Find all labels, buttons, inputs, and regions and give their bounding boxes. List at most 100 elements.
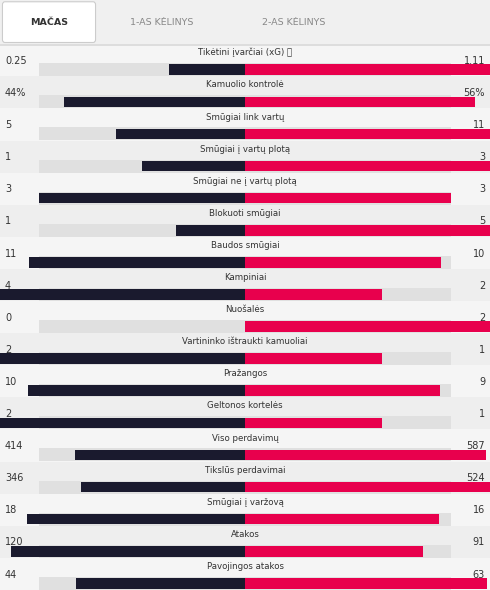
Bar [39,192,451,205]
Text: 3: 3 [479,152,485,162]
Bar [0,430,490,461]
Bar [245,353,382,364]
Bar [245,64,490,75]
Bar [39,448,451,461]
Text: Viso perdavimų: Viso perdavimų [212,434,278,442]
Bar [39,577,451,590]
Bar [75,450,245,460]
Text: 44%: 44% [5,88,26,98]
Text: 1-AS KĖLINYS: 1-AS KĖLINYS [130,18,194,27]
Bar [39,384,451,397]
Bar [245,385,440,396]
Bar [245,578,488,589]
Bar [39,224,451,237]
Text: 414: 414 [5,441,23,451]
Bar [0,289,245,300]
Text: Kampiniai: Kampiniai [224,273,266,282]
Text: 524: 524 [466,473,485,483]
Bar [11,546,245,556]
Text: 63: 63 [473,569,485,579]
Text: Smūgiai link vartų: Smūgiai link vartų [206,113,284,122]
Bar [176,225,245,235]
Bar [245,225,490,235]
Bar [245,257,441,268]
Bar [39,513,451,526]
Text: 4: 4 [5,281,11,291]
Text: Tikslūs perdavimai: Tikslūs perdavimai [205,466,285,475]
Bar [245,450,487,460]
Bar [0,526,490,558]
Bar [245,129,490,139]
Bar [245,418,382,428]
Text: 1.11: 1.11 [464,56,485,66]
Text: 1: 1 [479,409,485,419]
Bar [39,256,451,269]
Bar [39,481,451,494]
Text: 9: 9 [479,377,485,387]
Bar [81,482,245,493]
Bar [39,159,451,172]
Bar [76,578,245,589]
Bar [0,418,245,428]
Bar [39,320,451,333]
Text: Smūgiai į vartų plotą: Smūgiai į vartų plotą [200,145,290,153]
Bar [0,173,490,205]
Text: Blokuoti smūgiai: Blokuoti smūgiai [209,209,281,218]
Text: 10: 10 [473,248,485,258]
Text: 16: 16 [473,505,485,515]
Text: 2: 2 [5,409,11,419]
Text: Kamuolio kontrolė: Kamuolio kontrolė [206,80,284,90]
Bar [0,205,490,237]
Text: 11: 11 [473,120,485,130]
Bar [245,97,475,107]
Bar [0,494,490,526]
Bar [0,398,490,430]
Text: 120: 120 [5,537,24,548]
Text: 3: 3 [479,184,485,194]
Bar [142,160,245,171]
Bar [0,109,490,140]
Bar [0,0,490,44]
Bar [245,546,422,556]
Bar [29,257,245,268]
Bar [39,352,451,365]
Text: 2: 2 [479,281,485,291]
Text: 2-AS KĖLINYS: 2-AS KĖLINYS [262,18,326,27]
Text: 10: 10 [5,377,17,387]
Text: Geltonos kortelės: Geltonos kortelės [207,401,283,411]
Bar [39,96,451,109]
Text: 2: 2 [5,345,11,355]
Text: Smūgiai į varžovą: Smūgiai į varžovą [207,498,283,507]
Bar [245,514,439,525]
Text: 1: 1 [5,217,11,227]
Bar [245,160,490,171]
Bar [245,193,451,204]
Text: Baudos smūgiai: Baudos smūgiai [211,241,279,250]
Text: 1: 1 [479,345,485,355]
Text: 2: 2 [479,313,485,323]
Text: Atakos: Atakos [231,530,259,539]
Bar [0,461,490,494]
Bar [0,44,490,76]
Bar [28,385,245,396]
FancyBboxPatch shape [2,2,96,42]
Text: Pavojingos atakos: Pavojingos atakos [206,562,284,571]
Text: 44: 44 [5,569,17,579]
Bar [0,44,490,46]
Bar [39,545,451,558]
Bar [0,301,490,333]
Text: MAČAS: MAČAS [30,18,68,27]
Bar [0,333,490,365]
Text: 56%: 56% [464,88,485,98]
Text: 1: 1 [5,152,11,162]
Bar [27,514,245,525]
Bar [64,97,245,107]
Bar [39,417,451,430]
Text: Nuošalės: Nuošalės [225,305,265,314]
Bar [0,76,490,109]
Bar [39,63,451,76]
Text: 5: 5 [479,217,485,227]
Bar [0,237,490,269]
Text: 91: 91 [473,537,485,548]
Bar [245,321,490,332]
